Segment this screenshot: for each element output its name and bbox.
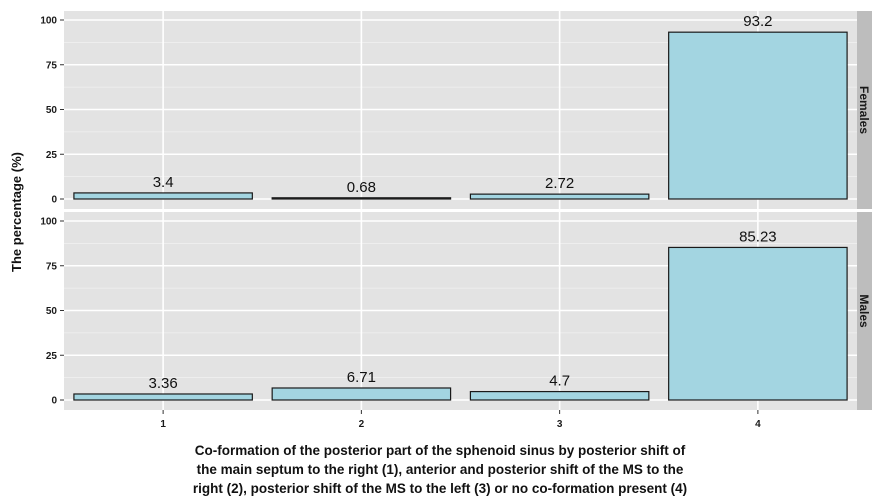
faceted-bar-chart: The percentage (%) 0 25 50 75 100 3.4 0.68 2.72… [9, 11, 872, 430]
x-tick-label: 4 [755, 419, 761, 430]
bar [73, 192, 253, 200]
y-tick-label: 100 [40, 217, 57, 228]
bar [668, 246, 848, 401]
y-tick-label: 0 [51, 195, 57, 206]
x-axis-title-line-1: Co-formation of the posterior part of th… [194, 443, 686, 458]
bar [469, 390, 650, 401]
bar [271, 197, 452, 200]
y-tick-label: 25 [46, 150, 58, 161]
y-tick-label: 0 [51, 396, 57, 407]
bar [271, 387, 452, 401]
facet-strip-label: Males [857, 294, 871, 328]
facet-strip [857, 212, 872, 410]
x-axis-title: Co-formation of the posterior part of th… [120, 441, 760, 498]
facet-strip [857, 11, 872, 209]
bar [668, 31, 848, 200]
data-label: 2.72 [545, 175, 574, 192]
y-tick-label: 50 [46, 105, 58, 116]
x-axis-title-line-2: the main septum to the right (1), anteri… [196, 462, 684, 477]
x-tick-label: 2 [359, 419, 365, 430]
y-tick-label: 75 [46, 261, 58, 272]
data-label: 3.36 [149, 375, 178, 392]
data-label: 4.7 [549, 373, 570, 390]
y-tick-label: 50 [46, 306, 58, 317]
y-axis-title: The percentage (%) [9, 152, 24, 272]
bar [73, 393, 253, 401]
data-label: 85.23 [739, 228, 777, 245]
x-tick-label: 1 [160, 419, 166, 430]
data-label: 0.68 [347, 179, 376, 196]
y-tick-label: 100 [40, 16, 57, 27]
data-label: 6.71 [347, 369, 376, 386]
data-label: 3.4 [153, 174, 174, 191]
facet-strip-label: Females [857, 86, 871, 134]
bar [469, 193, 650, 200]
y-tick-label: 75 [46, 60, 58, 71]
x-axis-title-line-3: right (2), posterior shift of the MS to … [192, 481, 688, 496]
x-tick-label: 3 [557, 419, 563, 430]
data-label: 93.2 [743, 13, 772, 30]
y-tick-label: 25 [46, 351, 58, 362]
